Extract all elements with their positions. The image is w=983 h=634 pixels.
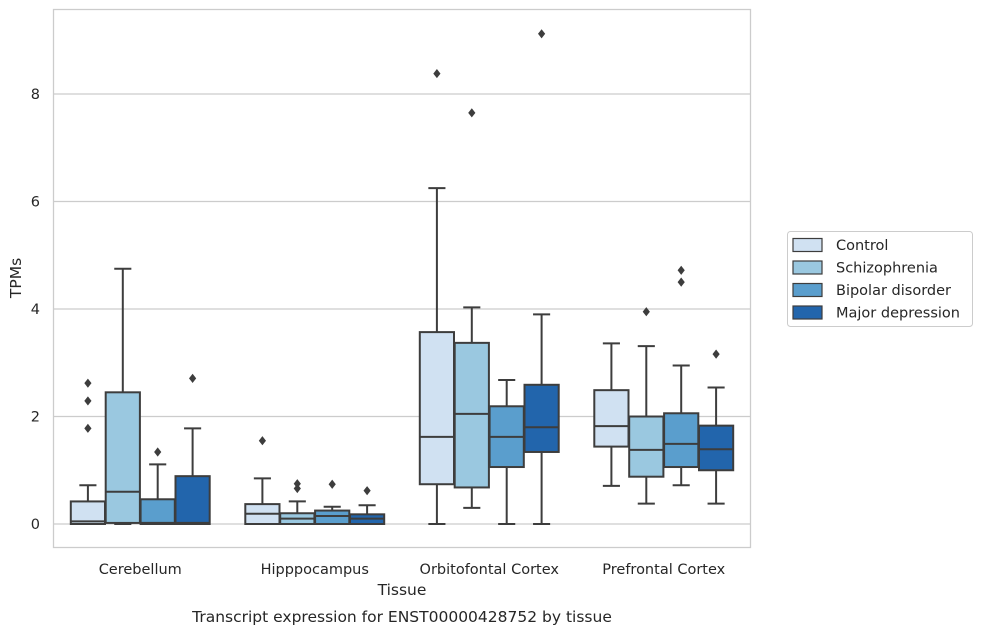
- legend-label-major-depression: Major depression: [836, 306, 960, 322]
- y-axis-label: TPMs: [7, 258, 25, 299]
- iqr-box: [628, 415, 665, 478]
- iqr-box: [104, 391, 141, 524]
- x-axis-label: Tissue: [377, 581, 427, 599]
- x-tick-label-cerebellum: Cerebellum: [99, 562, 182, 578]
- legend-swatch-control: [792, 237, 823, 253]
- box-orbitofontal-cortex-schizophrenia: [453, 108, 490, 509]
- box-prefrontal-cortex-bipolar-disorder: [663, 265, 700, 487]
- box-cerebellum-schizophrenia: [104, 267, 141, 525]
- box-prefrontal-cortex-schizophrenia: [628, 307, 665, 505]
- outlier-point-0: [293, 483, 301, 494]
- iqr-box: [139, 498, 176, 525]
- plot-frame: [52, 8, 752, 549]
- x-tick-label-prefrontal-cortex: Prefrontal Cortex: [602, 562, 725, 578]
- outlier-point-0: [642, 307, 650, 317]
- legend: Control Schizophrenia Bipolar disorder Majo…: [787, 231, 973, 327]
- outlier-point-0: [189, 373, 197, 383]
- y-tick-label-4: 4: [31, 302, 40, 318]
- box-hipppocampus-major-depression: [348, 486, 386, 526]
- iqr-box: [663, 412, 700, 469]
- outlier-point-0: [154, 447, 162, 457]
- iqr-box: [593, 389, 630, 448]
- box-prefrontal-cortex-major-depression: [697, 349, 735, 505]
- x-tick-labels: Cerebellum Hipppocampus Orbitofontal Corte…: [99, 562, 726, 578]
- outlier-point-0: [677, 277, 685, 287]
- box-hipppocampus-control: [244, 436, 281, 525]
- outlier-point-2: [84, 378, 92, 388]
- outlier-point-0: [712, 349, 720, 359]
- box-orbitofontal-cortex-major-depression: [523, 29, 560, 525]
- legend-label-control: Control: [836, 238, 888, 254]
- x-tick-label-hipppocampus: Hipppocampus: [261, 562, 369, 578]
- x-tick-label-orbitofontal-cortex: Orbitofontal Cortex: [420, 562, 560, 578]
- chart-caption: Transcript expression for ENST0000042875…: [191, 608, 612, 626]
- outlier-point-0: [433, 68, 441, 79]
- legend-swatch-bipolar-disorder: [792, 282, 823, 298]
- box-layer: [69, 29, 735, 526]
- outlier-point-0: [84, 423, 92, 433]
- outlier-point-0: [258, 436, 266, 446]
- box-cerebellum-control: [69, 378, 107, 525]
- legend-swatch-major-depression: [792, 305, 823, 320]
- iqr-box: [314, 509, 351, 525]
- iqr-box: [523, 383, 560, 453]
- legend-label-bipolar-disorder: Bipolar disorder: [836, 283, 951, 299]
- y-tick-label-8: 8: [31, 87, 40, 103]
- legend-swatch-schizophrenia: [792, 260, 823, 275]
- y-tick-labels: 0 2 4 6 8: [31, 87, 40, 533]
- box-cerebellum-major-depression: [174, 373, 211, 526]
- box-hipppocampus-bipolar-disorder: [314, 479, 351, 525]
- box-hipppocampus-schizophrenia: [279, 479, 316, 525]
- box-orbitofontal-cortex-control: [418, 68, 456, 525]
- outlier-point-1: [677, 265, 685, 275]
- outlier-point-1: [293, 479, 301, 489]
- outlier-point-0: [328, 479, 336, 489]
- legend-label-schizophrenia: Schizophrenia: [836, 261, 938, 277]
- legend-frame: [787, 231, 973, 327]
- outlier-point-0: [468, 108, 476, 118]
- outlier-point-0: [363, 486, 371, 496]
- iqr-box: [174, 475, 211, 526]
- y-tick-label-0: 0: [31, 517, 40, 533]
- box-orbitofontal-cortex-bipolar-disorder: [488, 378, 525, 525]
- y-tick-label-6: 6: [31, 195, 40, 211]
- box-cerebellum-bipolar-disorder: [139, 447, 176, 525]
- iqr-box: [418, 331, 456, 486]
- outlier-point-1: [84, 396, 92, 406]
- iqr-box: [453, 341, 490, 489]
- iqr-box: [697, 424, 735, 472]
- outlier-point-0: [538, 29, 546, 39]
- box-prefrontal-cortex-control: [593, 342, 630, 487]
- y-tick-label-2: 2: [31, 410, 40, 426]
